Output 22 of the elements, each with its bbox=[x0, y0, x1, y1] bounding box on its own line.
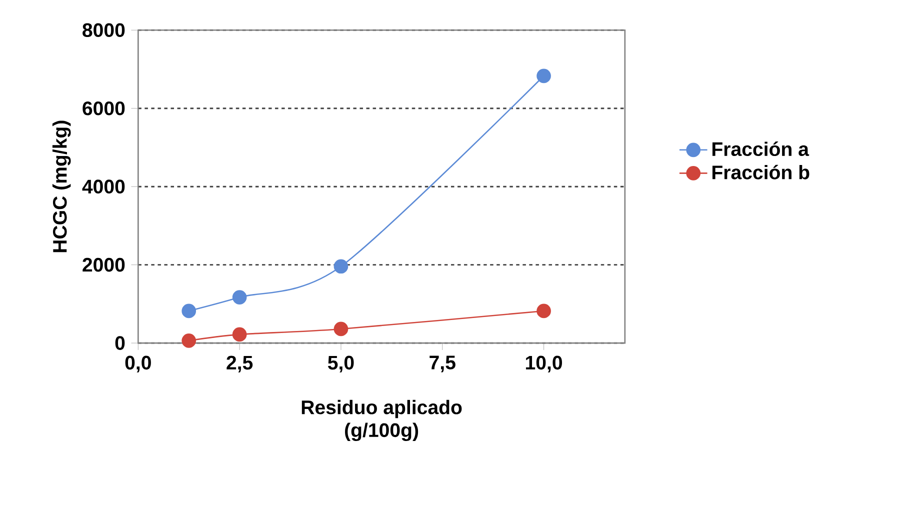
point bbox=[182, 334, 196, 348]
point bbox=[334, 322, 348, 336]
x-axis-title: Residuo aplicado (g/100g) bbox=[302, 400, 462, 442]
x-tick-label: 7,5 bbox=[430, 356, 456, 372]
y-axis-title: HCGC (mg/kg) bbox=[52, 120, 71, 252]
y-tick-label: 0 bbox=[115, 336, 125, 350]
point bbox=[182, 304, 196, 318]
point bbox=[232, 327, 247, 342]
y-tick-label: 8000 bbox=[82, 23, 125, 38]
y-tick-label: 2000 bbox=[82, 258, 125, 272]
point bbox=[536, 304, 551, 318]
x-tick-label: 10,0 bbox=[526, 356, 562, 372]
y-tick-label: 4000 bbox=[82, 180, 125, 194]
y-tick-label: 6000 bbox=[82, 101, 125, 116]
x-tick-label: 0,0 bbox=[125, 356, 151, 372]
point bbox=[536, 68, 551, 84]
x-tick-label: 5,0 bbox=[328, 356, 354, 372]
point bbox=[232, 290, 247, 304]
point bbox=[334, 259, 348, 274]
legend-label: Fracción b bbox=[712, 164, 810, 180]
x-tick-label: 2,5 bbox=[226, 356, 253, 372]
legend-label: Fracción a bbox=[712, 142, 810, 156]
